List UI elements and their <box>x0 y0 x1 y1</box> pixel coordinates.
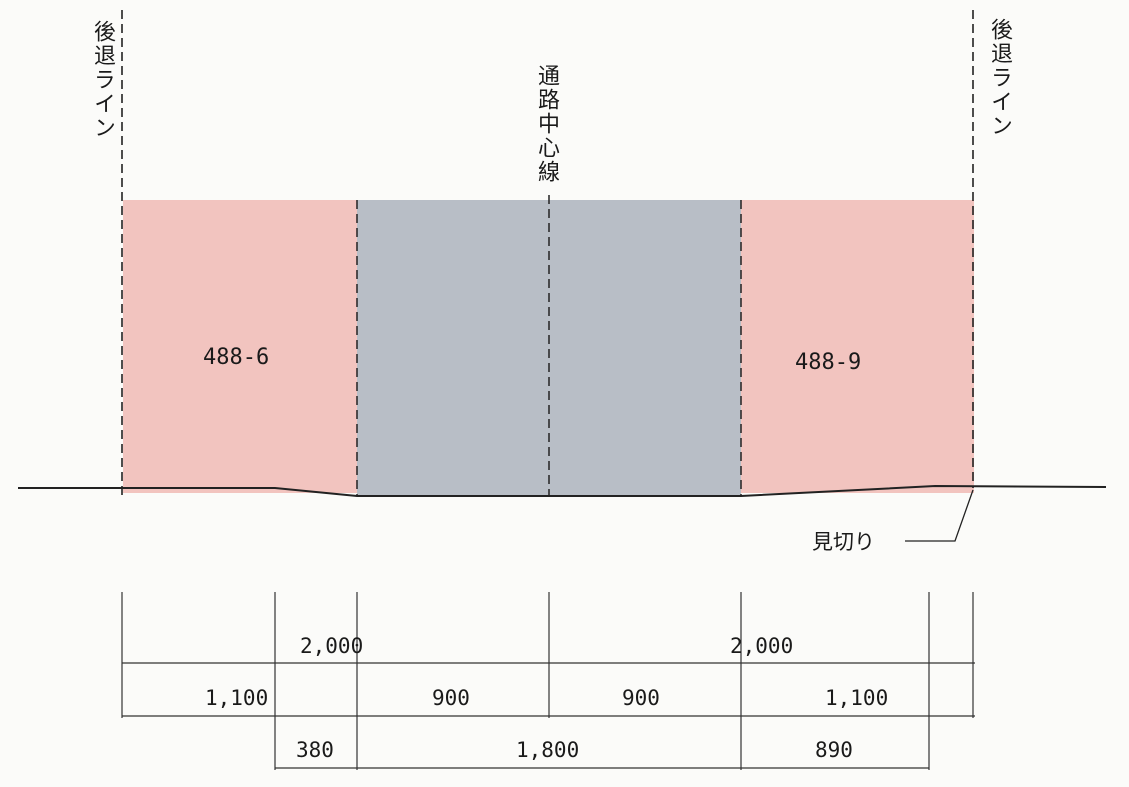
setback-line-label-left: 後退ライン <box>90 20 115 140</box>
dim-bot-2: 1,800 <box>516 738 580 762</box>
dim-top-left: 2,000 <box>300 634 364 658</box>
lot-label-488-9: 488-9 <box>795 350 862 375</box>
dim-mid-1: 1,100 <box>205 686 269 710</box>
boundary-note: 見切り <box>812 530 875 554</box>
dim-mid-3: 900 <box>622 686 660 710</box>
dim-mid-2: 900 <box>432 686 470 710</box>
lot-488-9-area <box>741 200 974 493</box>
lot-488-6-area <box>123 200 357 493</box>
boundary-note-leader <box>905 489 974 542</box>
setback-line-label-right: 後退ライン <box>987 18 1012 138</box>
lot-label-488-6: 488-6 <box>203 345 270 370</box>
dim-bot-3: 890 <box>815 738 853 762</box>
dimension-ticks <box>121 592 974 770</box>
dim-top-right: 2,000 <box>730 634 794 658</box>
dim-mid-4: 1,100 <box>825 686 889 710</box>
dim-bot-1: 380 <box>296 738 334 762</box>
road-center-line-label: 通路中心線 <box>534 64 559 184</box>
dimension-lines <box>122 662 975 769</box>
ground-line <box>18 484 1107 497</box>
road-area <box>357 200 741 496</box>
